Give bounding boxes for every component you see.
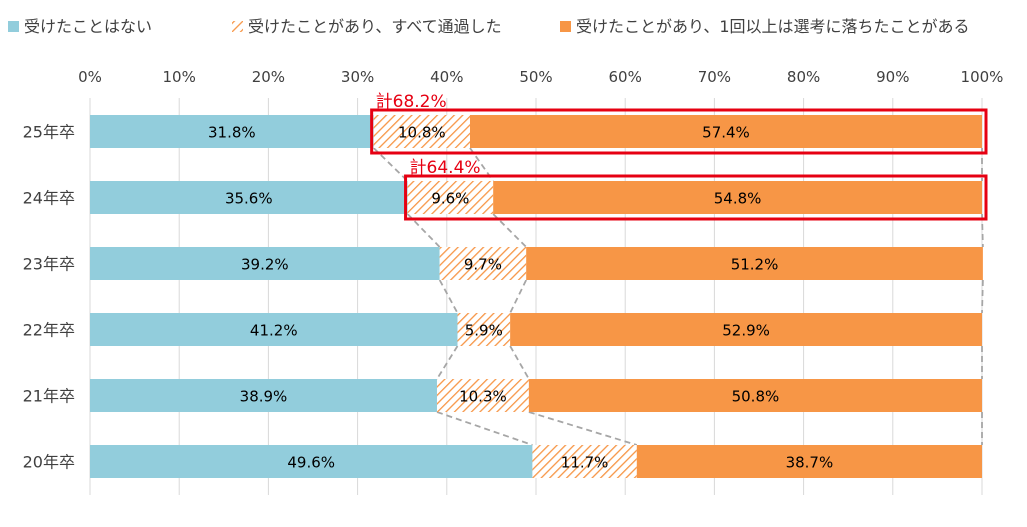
bar-segment bbox=[493, 181, 982, 214]
connector-line bbox=[436, 411, 533, 446]
value-label: 9.6% bbox=[431, 190, 469, 208]
x-tick-label: 90% bbox=[876, 68, 909, 86]
value-label: 38.9% bbox=[240, 388, 288, 406]
value-label: 10.8% bbox=[398, 124, 446, 142]
connector-line bbox=[438, 279, 459, 314]
legend-swatch-1 bbox=[8, 21, 19, 32]
bar-segment bbox=[439, 247, 527, 280]
x-tick-label: 0% bbox=[78, 68, 102, 86]
connector-line bbox=[509, 279, 527, 314]
connector-line bbox=[528, 411, 638, 446]
category-labels: 25年卒 24年卒 23年卒 22年卒 21年卒 20年卒 bbox=[23, 123, 75, 472]
legend-swatch-3 bbox=[560, 21, 571, 32]
gridlines bbox=[89, 98, 983, 495]
value-label: 5.9% bbox=[465, 322, 503, 340]
bar-segment bbox=[90, 247, 440, 280]
value-label: 38.7% bbox=[786, 454, 834, 472]
bars bbox=[90, 115, 983, 478]
value-label: 31.8% bbox=[208, 124, 256, 142]
bar-segment bbox=[90, 379, 437, 412]
value-label: 39.2% bbox=[241, 256, 289, 274]
bar-segment bbox=[526, 247, 983, 280]
category-label: 23年卒 bbox=[23, 255, 75, 274]
total-annotation: 計68.2% bbox=[376, 92, 447, 112]
x-tick-label: 70% bbox=[698, 68, 731, 86]
x-tick-label: 10% bbox=[163, 68, 196, 86]
category-label: 21年卒 bbox=[23, 387, 75, 406]
category-label: 20年卒 bbox=[23, 453, 75, 472]
highlight-box bbox=[370, 108, 988, 155]
bar-segment bbox=[636, 445, 982, 478]
value-label: 49.6% bbox=[287, 454, 335, 472]
value-label: 11.7% bbox=[561, 454, 609, 472]
bar-segment bbox=[373, 115, 470, 148]
connector-line bbox=[492, 213, 527, 248]
legend-label-3: 受けたことがあり、1回以上は選考に落ちたことがある bbox=[576, 17, 970, 36]
legend-swatch-2 bbox=[232, 21, 243, 32]
value-label: 9.7% bbox=[464, 256, 502, 274]
bar-segment bbox=[407, 181, 494, 214]
bar-segment bbox=[532, 445, 637, 478]
connector-line bbox=[373, 147, 409, 182]
connector-line bbox=[406, 213, 441, 248]
bar-segment bbox=[90, 181, 408, 214]
value-labels: 31.8% 10.8% 57.4% 35.6% 9.6% 54.8% 39.2% 9.7% 51… bbox=[208, 124, 833, 472]
connector-line bbox=[436, 345, 459, 380]
x-tick-label: 60% bbox=[609, 68, 642, 86]
highlight-box bbox=[404, 174, 988, 221]
value-label: 41.2% bbox=[250, 322, 298, 340]
annotations: 計68.2% 計64.4% bbox=[370, 92, 988, 221]
x-axis: 0% 10% 20% 30% 40% 50% 60% 70% 80% 90% 100% bbox=[78, 68, 1003, 86]
x-tick-label: 100% bbox=[961, 68, 1004, 86]
value-label: 50.8% bbox=[732, 388, 780, 406]
total-annotation: 計64.4% bbox=[410, 158, 481, 178]
category-label: 24年卒 bbox=[23, 189, 75, 208]
connector-line bbox=[981, 279, 984, 314]
bar-segment bbox=[90, 445, 533, 478]
bar-segment bbox=[510, 313, 982, 346]
bar-segment bbox=[436, 379, 529, 412]
value-label: 54.8% bbox=[714, 190, 762, 208]
x-tick-label: 50% bbox=[519, 68, 552, 86]
x-tick-label: 80% bbox=[787, 68, 820, 86]
value-label: 52.9% bbox=[722, 322, 770, 340]
legend-label-1: 受けたことはない bbox=[24, 17, 152, 36]
value-label: 51.2% bbox=[731, 256, 779, 274]
bar-segment bbox=[90, 115, 374, 148]
value-label: 10.3% bbox=[459, 388, 507, 406]
value-label: 35.6% bbox=[225, 190, 273, 208]
legend-label-2: 受けたことがあり、すべて通過した bbox=[248, 17, 502, 36]
x-tick-label: 30% bbox=[341, 68, 374, 86]
bar-segment bbox=[469, 115, 982, 148]
x-tick-label: 40% bbox=[430, 68, 463, 86]
bar-segment bbox=[457, 313, 511, 346]
category-label: 22年卒 bbox=[23, 321, 75, 340]
connector-line bbox=[509, 345, 530, 380]
x-tick-label: 20% bbox=[252, 68, 285, 86]
bar-segment bbox=[90, 313, 458, 346]
bar-segment bbox=[528, 379, 982, 412]
legend: 受けたことはない 受けたことがあり、すべて通過した 受けたことがあり、1回以上は選考… bbox=[8, 17, 970, 36]
value-label: 57.4% bbox=[702, 124, 750, 142]
category-label: 25年卒 bbox=[23, 123, 75, 142]
